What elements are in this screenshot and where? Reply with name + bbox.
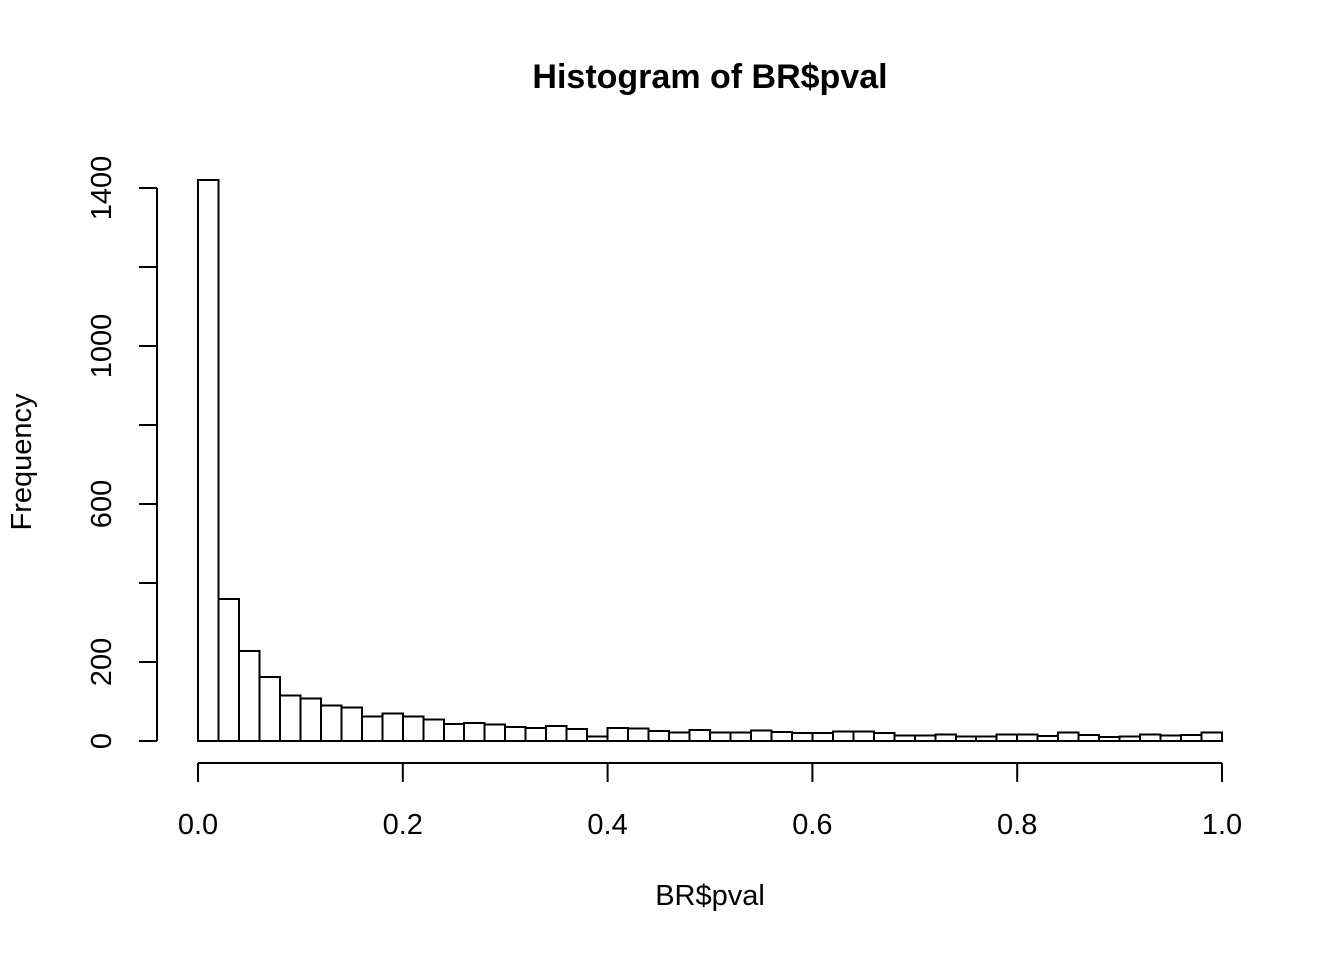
y-tick-label: 1400 — [86, 156, 118, 221]
histogram-bar — [1200, 731, 1224, 742]
x-axis-label: BR$pval — [655, 880, 765, 912]
histogram-bar — [893, 734, 916, 742]
histogram-bar — [709, 731, 732, 742]
x-tick-label: 0.0 — [178, 809, 218, 841]
histogram-bar — [463, 722, 486, 742]
histogram-bar — [524, 726, 548, 743]
histogram-bar — [586, 735, 609, 743]
histogram-bar — [688, 728, 712, 743]
histogram-bar — [647, 730, 671, 742]
histogram-bar — [340, 706, 363, 742]
histogram-bar — [237, 649, 261, 742]
histogram-bar — [606, 726, 630, 743]
histogram-bar — [872, 732, 896, 742]
histogram-bars — [197, 179, 1224, 743]
histogram-bar — [401, 715, 425, 743]
y-tick-label: 0 — [86, 733, 118, 749]
y-tick-label: 200 — [86, 638, 118, 686]
histogram-bar — [504, 726, 527, 742]
histogram-bar — [1016, 733, 1039, 742]
histogram-bar — [1159, 734, 1183, 742]
histogram-bar — [790, 732, 814, 742]
x-tick-label: 0.8 — [997, 809, 1037, 841]
histogram-bar — [934, 733, 957, 742]
histogram-bar — [299, 697, 322, 742]
histogram-bar — [1180, 734, 1203, 743]
histogram-bar — [197, 179, 220, 743]
y-axis: 0 200 600 1000 1400 — [86, 156, 158, 749]
histogram-bar — [442, 723, 466, 743]
x-tick-label: 0.6 — [792, 809, 832, 841]
y-tick-label: 1000 — [86, 314, 118, 379]
histogram-bar — [565, 728, 589, 743]
x-axis: 0.0 0.2 0.4 0.6 0.8 1.0 — [178, 762, 1242, 841]
chart-title: Histogram of BR$pval — [532, 58, 888, 96]
histogram-bar — [995, 733, 1019, 742]
histogram-bar — [852, 730, 875, 743]
histogram-bar — [278, 694, 302, 743]
histogram-bar — [360, 715, 384, 743]
histogram-bar — [1077, 734, 1101, 743]
histogram-bar — [729, 731, 752, 742]
histogram-bar — [422, 718, 445, 743]
histogram-bar — [749, 729, 773, 743]
histogram-bar — [770, 730, 793, 742]
histogram-bar — [1139, 733, 1162, 742]
histogram-bar — [1118, 735, 1142, 743]
histogram-bar — [811, 732, 834, 742]
y-tick-label: 600 — [86, 480, 118, 528]
histogram-bar — [319, 704, 343, 743]
histogram-bar — [668, 731, 691, 743]
histogram-bar — [545, 724, 568, 742]
histogram-bar — [381, 712, 404, 742]
histogram-bar — [831, 730, 855, 743]
histogram-bar — [1098, 736, 1121, 742]
histogram-bar — [1057, 731, 1080, 743]
histogram-bar — [1036, 734, 1060, 742]
y-axis-label: Frequency — [6, 393, 38, 531]
histogram-bar — [954, 735, 978, 743]
histogram-bar — [975, 735, 998, 743]
histogram-bar — [627, 727, 650, 742]
x-tick-label: 1.0 — [1202, 809, 1242, 841]
x-tick-label: 0.4 — [587, 809, 627, 841]
histogram-bar — [913, 734, 937, 742]
histogram-bar — [217, 597, 240, 742]
x-tick-label: 0.2 — [383, 809, 423, 841]
histogram-bar — [483, 723, 507, 742]
histogram-bar — [258, 676, 281, 743]
